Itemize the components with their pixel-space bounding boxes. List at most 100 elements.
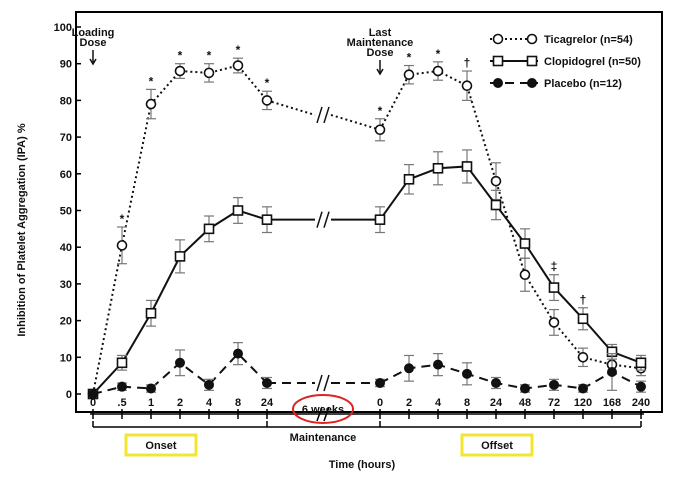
series-break-mark <box>316 106 323 124</box>
data-point <box>578 383 588 394</box>
y-tick-label: 40 <box>60 242 72 254</box>
x-tick-label: 1 <box>148 397 154 409</box>
x-tick-label: 2 <box>406 397 412 409</box>
legend-marker <box>492 33 504 45</box>
six-weeks-highlight <box>292 394 354 424</box>
x-tick-label: 24 <box>261 397 274 409</box>
data-point <box>175 357 185 368</box>
data-point <box>233 348 243 359</box>
dose-annotation: Dose <box>367 47 394 59</box>
series-break-mark <box>316 374 323 392</box>
y-tick-label: 90 <box>60 59 72 71</box>
x-axis-break <box>316 406 323 422</box>
legend-label: Ticagrelor (n=54) <box>544 34 633 46</box>
data-point <box>607 366 617 377</box>
series-line <box>379 165 642 364</box>
data-point <box>375 377 385 388</box>
series-2 <box>88 342 646 399</box>
data-point <box>432 162 444 174</box>
series-break-mark <box>323 374 330 392</box>
data-point <box>548 317 560 328</box>
series-1: ‡† <box>87 149 647 400</box>
series-0: * * * * * * * * * † <box>87 43 647 400</box>
y-tick-label: 10 <box>60 352 72 364</box>
x-axis-break <box>323 406 330 422</box>
phase-label: Onset <box>145 440 177 452</box>
x-tick-label: 2 <box>177 397 183 409</box>
legend: Ticagrelor (n=54) Clopidogrel (n=50) Place… <box>490 33 641 90</box>
series-break-mark <box>316 211 323 228</box>
data-point <box>88 389 98 399</box>
data-point <box>116 240 128 251</box>
y-tick-label: 20 <box>60 316 72 328</box>
data-point <box>204 379 214 390</box>
series-layer: *** * **** *†‡† <box>87 43 647 400</box>
data-point <box>262 377 272 388</box>
phase-label: Maintenance <box>290 432 357 444</box>
data-point <box>432 65 444 77</box>
y-tick-label: 0 <box>66 389 72 401</box>
data-point <box>549 379 559 390</box>
data-point <box>374 214 386 225</box>
data-point <box>577 313 589 325</box>
x-tick-label: 168 <box>603 397 621 409</box>
x-tick-label: 0 <box>377 397 383 409</box>
x-tick-label: 240 <box>632 397 650 409</box>
x-tick-label: 8 <box>235 397 241 409</box>
data-point <box>519 269 531 281</box>
series-line <box>379 70 642 370</box>
data-point <box>491 377 501 388</box>
x-tick-label: 72 <box>548 397 560 409</box>
dose-annotation: Maintenance <box>347 37 414 49</box>
data-point <box>519 238 531 249</box>
legend-marker <box>493 78 503 88</box>
dose-annotation: Dose <box>80 37 107 49</box>
legend-label: Placebo (n=12) <box>544 78 622 90</box>
data-point <box>145 307 157 319</box>
y-tick-label: 80 <box>60 95 72 107</box>
phase-box <box>460 433 534 457</box>
dose-arrow-head <box>89 58 97 66</box>
significance-marker: * <box>120 212 125 226</box>
x-tick-label: 4 <box>435 397 442 409</box>
data-point <box>461 161 473 172</box>
y-tick-label: 50 <box>60 206 72 218</box>
y-tick-label: 100 <box>54 22 72 34</box>
series-line <box>379 363 642 390</box>
data-point <box>174 65 186 77</box>
x-tick-label: .5 <box>117 397 126 409</box>
x-tick-label: 4 <box>206 397 213 409</box>
data-point <box>433 359 443 370</box>
series-break-mark <box>323 211 330 228</box>
x-tick-label: 8 <box>464 397 470 409</box>
significance-marker: * <box>207 49 212 63</box>
data-point <box>635 357 647 369</box>
data-point <box>577 351 589 363</box>
data-point <box>404 363 414 374</box>
data-point <box>403 69 415 81</box>
significance-marker: * <box>407 51 412 65</box>
data-point <box>116 357 128 369</box>
data-point <box>636 381 646 392</box>
plot-border <box>75 11 663 413</box>
data-point <box>403 174 415 185</box>
significance-marker: * <box>265 76 270 90</box>
data-point <box>203 223 215 235</box>
break-label: 6 weeks <box>302 404 344 416</box>
data-point <box>461 80 473 92</box>
significance-marker: * <box>236 43 241 57</box>
x-tick-label: 0 <box>90 397 96 409</box>
data-point <box>174 251 186 262</box>
significance-marker: * <box>436 47 441 61</box>
data-point <box>261 214 273 225</box>
phase-box <box>124 433 198 457</box>
legend-marker <box>492 55 504 67</box>
data-point <box>146 383 156 394</box>
dose-annotation: Last <box>369 27 392 39</box>
series-line <box>330 113 381 131</box>
series-line <box>266 99 316 116</box>
significance-marker: † <box>580 293 587 307</box>
dose-arrow-head <box>376 68 384 76</box>
data-point <box>232 60 244 71</box>
